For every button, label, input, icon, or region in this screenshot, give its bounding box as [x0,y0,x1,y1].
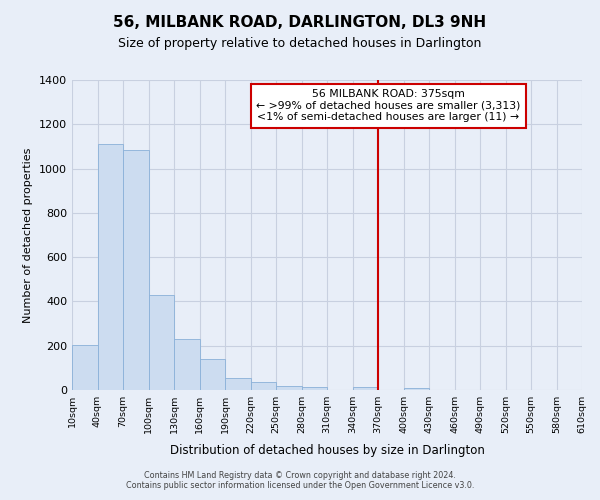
Text: Size of property relative to detached houses in Darlington: Size of property relative to detached ho… [118,38,482,51]
Bar [276,386,302,390]
Bar [353,386,378,390]
Bar [174,339,199,390]
X-axis label: Distribution of detached houses by size in Darlington: Distribution of detached houses by size … [170,444,484,458]
Bar [404,388,429,390]
Text: 56 MILBANK ROAD: 375sqm
← >99% of detached houses are smaller (3,313)
<1% of sem: 56 MILBANK ROAD: 375sqm ← >99% of detach… [256,90,520,122]
Y-axis label: Number of detached properties: Number of detached properties [23,148,34,322]
Bar [72,344,97,390]
Bar [97,144,123,390]
Text: Contains HM Land Registry data © Crown copyright and database right 2024.
Contai: Contains HM Land Registry data © Crown c… [126,470,474,490]
Text: 56, MILBANK ROAD, DARLINGTON, DL3 9NH: 56, MILBANK ROAD, DARLINGTON, DL3 9NH [113,15,487,30]
Bar [225,378,251,390]
Bar [302,386,327,390]
Bar [251,382,276,390]
Bar [123,150,149,390]
Bar [199,359,225,390]
Bar [149,295,174,390]
